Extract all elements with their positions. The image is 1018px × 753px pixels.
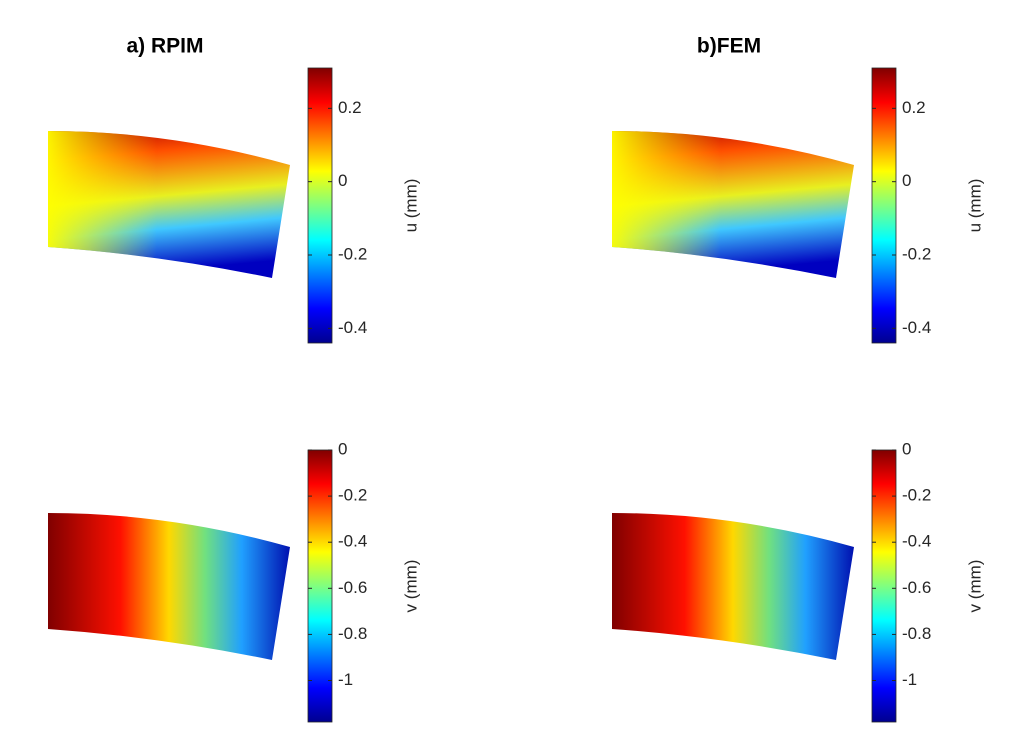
colorbar-label: v (mm)	[401, 560, 420, 613]
colorbar-tick-label: -0.4	[902, 532, 931, 551]
field-overlay	[612, 131, 854, 278]
colorbar	[871, 449, 897, 723]
colorbar-tick-label: 0	[902, 439, 911, 458]
colorbar	[307, 67, 333, 344]
colorbar-tick-label: -0.8	[338, 624, 367, 643]
colorbar-label: v (mm)	[965, 560, 984, 613]
colorbar-tick-label: -0.4	[902, 318, 931, 337]
field	[612, 513, 854, 660]
panel-title: b)FEM	[697, 35, 761, 58]
colorbar	[307, 449, 333, 723]
colorbar-tick-label: 0	[902, 171, 911, 190]
colorbar-tick-label: -0.8	[902, 624, 931, 643]
colorbar-tick-label: 0	[338, 439, 347, 458]
colorbar-tick-label: -0.2	[902, 244, 931, 263]
panel-title: a) RPIM	[126, 35, 203, 58]
colorbar-tick-label: -0.6	[338, 578, 367, 597]
colorbar-tick-label: -0.2	[902, 486, 931, 505]
colorbar-tick-label: 0.2	[902, 98, 926, 117]
field	[48, 513, 290, 660]
colorbar-tick-label: -0.2	[338, 244, 367, 263]
colorbar-tick-label: -0.2	[338, 486, 367, 505]
colorbar-tick-label: -1	[902, 670, 917, 689]
colorbar-tick-label: -0.4	[338, 318, 367, 337]
colorbar-tick-label: 0	[338, 171, 347, 190]
colorbar-tick-label: 0.2	[338, 98, 362, 117]
colorbar-label: u (mm)	[401, 179, 420, 233]
colorbar-tick-label: -0.6	[902, 578, 931, 597]
colorbar	[871, 67, 897, 344]
colorbar-tick-label: -0.4	[338, 532, 367, 551]
colorbar-label: u (mm)	[965, 179, 984, 233]
colorbar-tick-label: -1	[338, 670, 353, 689]
field-overlay	[48, 131, 290, 278]
